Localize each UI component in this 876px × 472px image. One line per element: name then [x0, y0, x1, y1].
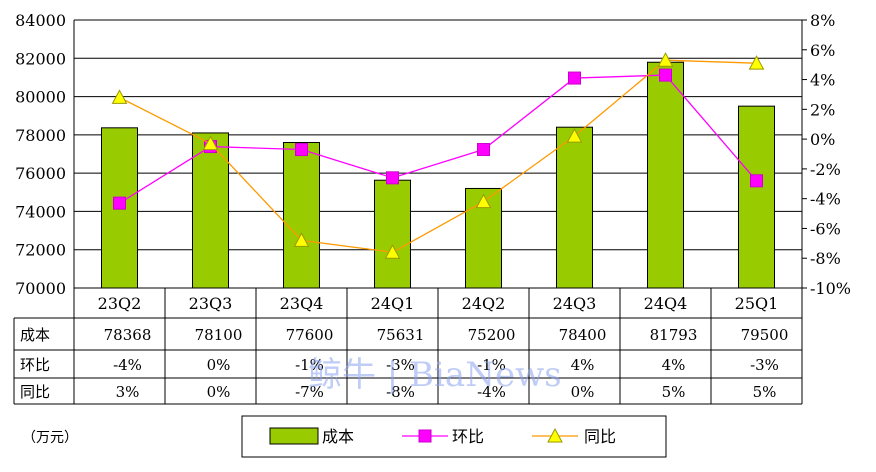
- table-cell: 78368: [104, 326, 152, 344]
- table-row-label: 成本: [20, 326, 50, 344]
- legend-marker-mom: [418, 429, 432, 443]
- x-tick-label: 24Q3: [553, 294, 597, 313]
- legend-label: 同比: [584, 427, 616, 446]
- y-tick-label: 78000: [15, 126, 66, 145]
- y-tick-label: 74000: [15, 202, 66, 221]
- legend-label: 成本: [322, 427, 354, 446]
- y-tick-label: 72000: [15, 241, 66, 260]
- y2-tick-label: -4%: [810, 190, 841, 209]
- bar-cost: [283, 142, 320, 289]
- y-tick-label: 82000: [15, 49, 66, 68]
- bar-cost: [374, 179, 411, 289]
- table-cell: 78100: [195, 326, 243, 344]
- point-yoy: [384, 244, 401, 259]
- bar-cost: [192, 132, 229, 289]
- table-cell: 3%: [116, 383, 140, 401]
- table-cell: 5%: [662, 383, 686, 401]
- x-tick-label: 23Q2: [98, 294, 142, 313]
- table-cell: 0%: [207, 356, 231, 374]
- bar-cost: [738, 105, 775, 289]
- legend-swatch-cost: [269, 427, 319, 445]
- table-cell: 4%: [662, 356, 686, 374]
- x-tick-label: 24Q1: [371, 294, 415, 313]
- point-mom: [568, 71, 581, 85]
- y-tick-label: 76000: [15, 164, 66, 183]
- point-yoy: [566, 128, 583, 143]
- point-yoy: [202, 135, 219, 151]
- table-cell: -4%: [477, 383, 506, 401]
- table-cell: 0%: [207, 383, 231, 401]
- table-cell: 75200: [468, 326, 516, 344]
- y2-tick-label: 6%: [810, 41, 835, 60]
- bar-cost: [556, 126, 593, 289]
- y2-tick-label: 0%: [810, 130, 835, 149]
- line-mom: [119, 74, 757, 204]
- point-mom: [659, 68, 672, 82]
- table-cell: 75631: [377, 326, 425, 344]
- x-tick-label: 23Q3: [189, 294, 233, 313]
- line-yoy: [119, 59, 757, 253]
- table-cell: 79500: [741, 326, 789, 344]
- table-cell: -3%: [386, 356, 415, 374]
- table-row-label: 环比: [20, 356, 50, 374]
- y2-tick-label: -6%: [810, 219, 841, 238]
- table-cell: 4%: [571, 356, 595, 374]
- x-tick-label: 23Q4: [280, 294, 324, 313]
- y2-tick-label: -8%: [810, 249, 841, 268]
- point-mom: [295, 143, 308, 157]
- y2-tick-label: 4%: [810, 71, 835, 90]
- point-mom: [477, 143, 490, 157]
- y2-tick-label: -10%: [810, 279, 851, 298]
- table-cell: -3%: [750, 356, 779, 374]
- point-mom: [750, 174, 763, 188]
- table-cell: -8%: [386, 383, 415, 401]
- unit-label: （万元）: [22, 430, 78, 446]
- table-cell: -4%: [113, 356, 142, 374]
- legend-marker-yoy: [547, 427, 563, 443]
- x-tick-label: 25Q1: [735, 294, 779, 313]
- point-yoy: [657, 52, 674, 67]
- legend-label: 环比: [452, 427, 484, 446]
- y2-tick-label: -2%: [810, 160, 841, 179]
- table-cell: -1%: [295, 356, 324, 374]
- y-tick-label: 84000: [15, 11, 66, 30]
- table-row-label: 同比: [20, 383, 50, 401]
- table-cell: 77600: [286, 326, 334, 344]
- point-mom: [386, 171, 399, 185]
- y-tick-label: 80000: [15, 88, 66, 107]
- y2-tick-label: 8%: [810, 11, 835, 30]
- watermark-text: 鲸牛 | BiaNews: [308, 355, 562, 395]
- table-cell: 78400: [559, 326, 607, 344]
- y2-tick-label: 2%: [810, 100, 835, 119]
- point-yoy: [748, 55, 765, 70]
- table-cell: 81793: [650, 326, 698, 344]
- point-yoy: [475, 193, 492, 209]
- table-cell: -1%: [477, 356, 506, 374]
- x-tick-label: 24Q2: [462, 294, 506, 313]
- point-yoy: [293, 232, 310, 247]
- table-cell: 5%: [753, 383, 777, 401]
- table-cell: -7%: [295, 383, 324, 401]
- point-yoy: [111, 89, 128, 104]
- point-mom: [113, 196, 126, 210]
- x-tick-label: 24Q4: [644, 294, 688, 313]
- bar-cost: [647, 61, 684, 289]
- y-tick-label: 70000: [15, 279, 66, 298]
- table-cell: 0%: [571, 383, 595, 401]
